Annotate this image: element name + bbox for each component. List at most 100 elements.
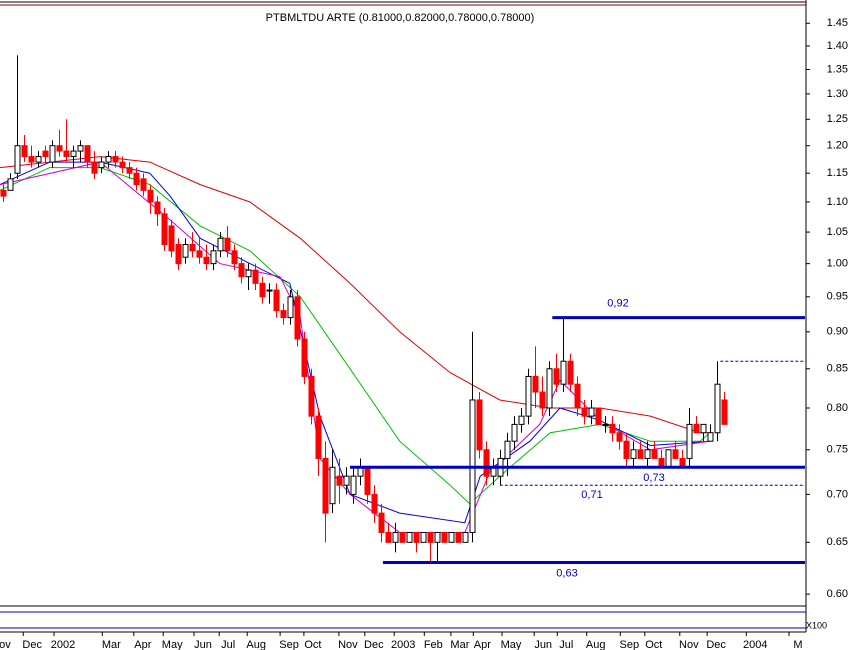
candle-body	[448, 531, 455, 543]
x-tick-label: Aug	[246, 639, 266, 650]
candle-body	[133, 172, 140, 186]
candle-body	[210, 250, 217, 265]
candle-body	[483, 449, 490, 477]
x-tick-label: M	[793, 639, 802, 650]
y-tick-label: 1.20	[827, 140, 848, 152]
candle-body	[49, 145, 56, 163]
moving-average	[0, 161, 710, 524]
candle-body	[637, 449, 644, 459]
y-tick-label: 1.15	[827, 167, 848, 179]
x-tick-label: 2004	[743, 639, 767, 650]
candle-body	[413, 531, 420, 543]
candle-body	[651, 449, 658, 459]
candle-body	[546, 368, 553, 409]
x-tick-label: Oct	[304, 639, 321, 650]
candle-body	[336, 475, 343, 486]
y-tick-label: 0.70	[827, 488, 848, 500]
y-tick-label: 0.90	[827, 326, 848, 338]
x-tick-label: 2003	[391, 639, 415, 650]
indicator-label: X100	[806, 620, 827, 630]
x-tick-label: May	[501, 639, 522, 650]
chart-title: PTBMLTDU ARTE (0.81000,0.82000,0.78000,0…	[266, 12, 535, 24]
candle-body	[462, 531, 469, 543]
x-tick-label: Oct	[645, 639, 662, 650]
candle-body	[77, 145, 84, 152]
candle-body	[385, 531, 392, 543]
candle-body	[259, 282, 266, 298]
candle-body	[350, 475, 357, 495]
candle-body	[714, 383, 721, 434]
x-tick-label: Jun	[194, 639, 212, 650]
candle-body	[266, 289, 273, 292]
candle-body	[707, 432, 714, 442]
x-tick-label: Apr	[474, 639, 491, 650]
candle-body	[574, 383, 581, 409]
candle-body	[308, 375, 315, 417]
level-label: 0,73	[643, 472, 664, 484]
x-tick-label: May	[162, 639, 183, 650]
candle-body	[28, 156, 35, 163]
x-tick-label: Mar	[102, 639, 121, 650]
x-tick-label: Aug	[586, 639, 606, 650]
candle-body	[378, 512, 385, 533]
candle-body	[623, 440, 630, 459]
candle-body	[161, 213, 168, 246]
y-tick-label: 1.05	[827, 226, 848, 238]
candle-body	[182, 244, 189, 258]
level-label: 0,63	[556, 567, 577, 579]
y-tick-label: 0.65	[827, 536, 848, 548]
candle-body	[294, 296, 301, 340]
candle-body	[532, 375, 539, 393]
x-tick-label: Nov	[679, 639, 699, 650]
candle-body	[553, 368, 560, 385]
y-tick-label: 1.35	[827, 63, 848, 75]
moving-average	[0, 167, 711, 505]
candle-body	[602, 423, 609, 426]
candle-body	[427, 531, 434, 543]
candle-body	[301, 338, 308, 377]
x-tick-label: Jun	[534, 639, 552, 650]
candle-body	[70, 150, 77, 158]
candle-body	[476, 399, 483, 451]
y-tick-label: 1.30	[827, 88, 848, 100]
candle-body	[252, 269, 259, 284]
candle-body	[168, 225, 175, 252]
candle-body	[280, 310, 287, 319]
x-tick-label: Jul	[221, 639, 235, 650]
candle-body	[616, 432, 623, 442]
moving-average	[0, 156, 710, 434]
candle-body	[42, 150, 49, 158]
x-tick-label: Feb	[424, 639, 443, 650]
candle-body	[609, 423, 616, 434]
x-tick-label: Sep	[620, 639, 640, 650]
candle-body	[35, 156, 42, 163]
candle-body	[322, 457, 329, 514]
candle-body	[329, 466, 336, 505]
y-tick-label: 0.95	[827, 291, 848, 303]
candle-body	[371, 493, 378, 514]
candle-body	[700, 423, 707, 434]
y-tick-label: 0.80	[827, 402, 848, 414]
candle-body	[14, 145, 21, 174]
candle-body	[721, 399, 728, 425]
candle-body	[63, 150, 70, 158]
x-tick-label: Mar	[450, 639, 469, 650]
y-tick-label: 1.00	[827, 258, 848, 270]
x-tick-label: Jul	[559, 639, 573, 650]
level-label: 0,71	[581, 489, 602, 501]
candle-body	[665, 449, 672, 468]
candle-body	[7, 178, 14, 191]
candle-body	[441, 531, 448, 543]
candle-body	[672, 449, 679, 459]
candle-body	[140, 178, 147, 191]
candle-body	[112, 156, 119, 163]
candle-body	[693, 423, 700, 434]
candle-body	[245, 269, 252, 278]
candle-body	[560, 360, 567, 385]
y-tick-label: 0.85	[827, 363, 848, 375]
candle-body	[392, 531, 399, 543]
x-tick-label: Apr	[134, 639, 151, 650]
candle-body	[98, 161, 105, 169]
candle-body	[588, 407, 595, 417]
